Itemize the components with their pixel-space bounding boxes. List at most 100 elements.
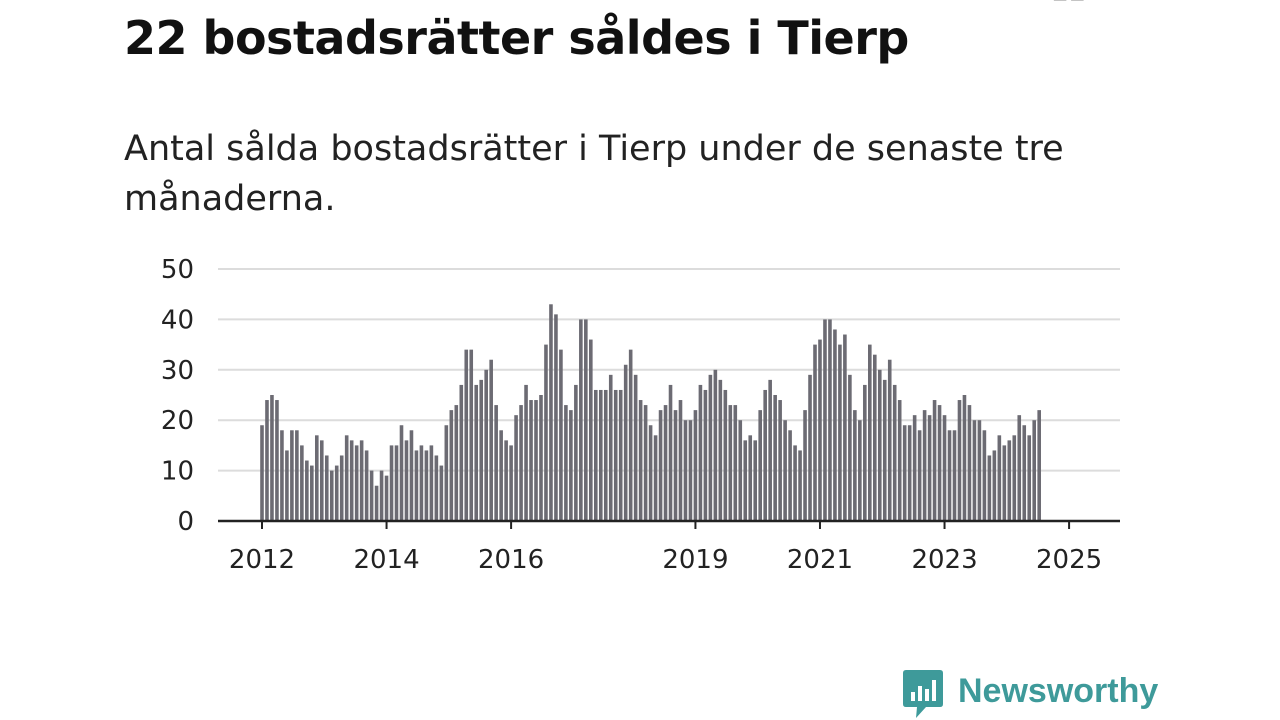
bar: [270, 395, 274, 521]
bar: [310, 465, 314, 521]
bar: [783, 420, 787, 521]
bar: [454, 405, 459, 521]
bar: [763, 389, 767, 521]
bar: [499, 430, 503, 521]
bar: [723, 389, 728, 521]
bar: [917, 430, 922, 521]
bar: [853, 410, 857, 521]
bar: [688, 420, 693, 521]
bar: [539, 395, 543, 521]
bar: [708, 374, 713, 521]
bar: [1002, 445, 1007, 521]
bar: [319, 440, 324, 521]
bar: [872, 354, 877, 521]
bar: [574, 384, 578, 521]
bar: [494, 405, 498, 521]
bar: [773, 395, 777, 521]
bar: [449, 410, 454, 521]
bar: [778, 400, 782, 521]
bar: [638, 400, 643, 521]
bar: [798, 450, 802, 521]
bar: [429, 445, 434, 521]
y-tick-label: 20: [161, 406, 194, 436]
bar: [589, 339, 593, 521]
bar: [912, 415, 917, 521]
bar: [344, 435, 349, 521]
bar: [593, 389, 598, 521]
bar: [1017, 415, 1022, 521]
bar: [823, 319, 827, 521]
bar: [584, 319, 588, 521]
bar: [813, 344, 817, 521]
bar: [698, 384, 703, 521]
bar: [793, 445, 797, 521]
bar: [653, 435, 658, 521]
bar: [514, 415, 518, 521]
x-tick-label: 2012: [229, 545, 295, 575]
bar: [643, 405, 648, 521]
bar: [753, 440, 758, 521]
bar: [748, 435, 753, 521]
y-tick-label: 40: [161, 305, 194, 335]
bar: [379, 470, 384, 521]
y-tick-label: 30: [161, 356, 194, 386]
bar: [479, 379, 484, 521]
bar: [469, 349, 474, 521]
bar: [768, 379, 772, 521]
bar-chart: 0 10 20 30 40 50 2012 2014 2016 2019 2021 2023 2025…: [161, 0, 1120, 575]
highlight-value-label: 22: [1052, 0, 1086, 7]
x-tick-label: 2025: [1036, 545, 1102, 575]
y-tick-label: 0: [177, 507, 194, 537]
bar: [927, 415, 932, 521]
bar: [324, 455, 329, 521]
bar: [608, 374, 613, 521]
bar: [315, 435, 319, 521]
bar: [803, 410, 807, 521]
bar: [474, 384, 479, 521]
x-axis-ticks: 2012 2014 2016 2019 2021 2023 2025: [229, 521, 1102, 575]
bar: [882, 379, 887, 521]
bar: [962, 395, 967, 521]
bar: [394, 445, 399, 521]
bar: [389, 445, 394, 521]
bar: [828, 319, 832, 521]
bar: [564, 405, 568, 521]
bar: [285, 450, 289, 521]
bar: [464, 349, 469, 521]
bar: [598, 389, 603, 521]
bar: [603, 389, 608, 521]
bar: [295, 430, 299, 521]
bar: [833, 329, 837, 521]
y-tick-label: 10: [161, 457, 194, 487]
bar: [349, 440, 354, 521]
bar: [877, 369, 882, 521]
bar: [628, 349, 633, 521]
bar: [937, 405, 942, 521]
bar: [1012, 435, 1017, 521]
bar: [987, 455, 992, 521]
bar: [359, 440, 364, 521]
bar: [713, 369, 718, 521]
bar: [484, 369, 488, 521]
bar: [554, 314, 558, 521]
bar: [569, 410, 573, 521]
bar: [519, 405, 523, 521]
bar: [683, 420, 688, 521]
bar: [404, 440, 409, 521]
bar: [618, 389, 623, 521]
bar: [1027, 435, 1032, 521]
bar: [738, 420, 743, 521]
bar: [424, 450, 429, 521]
bar: [280, 430, 284, 521]
bar: [633, 374, 638, 521]
bar: [339, 455, 344, 521]
bar: [703, 389, 708, 521]
bar-chart-speech-bubble-icon: [903, 670, 943, 718]
bar: [534, 400, 538, 521]
x-tick-label: 2019: [662, 545, 728, 575]
bar: [1037, 410, 1041, 521]
chart-subtitle: Antal sålda bostadsrätter i Tierp under …: [124, 129, 1064, 219]
bar: [489, 359, 493, 521]
y-axis-ticks: 0 10 20 30 40 50: [161, 255, 194, 537]
bar: [544, 344, 548, 521]
